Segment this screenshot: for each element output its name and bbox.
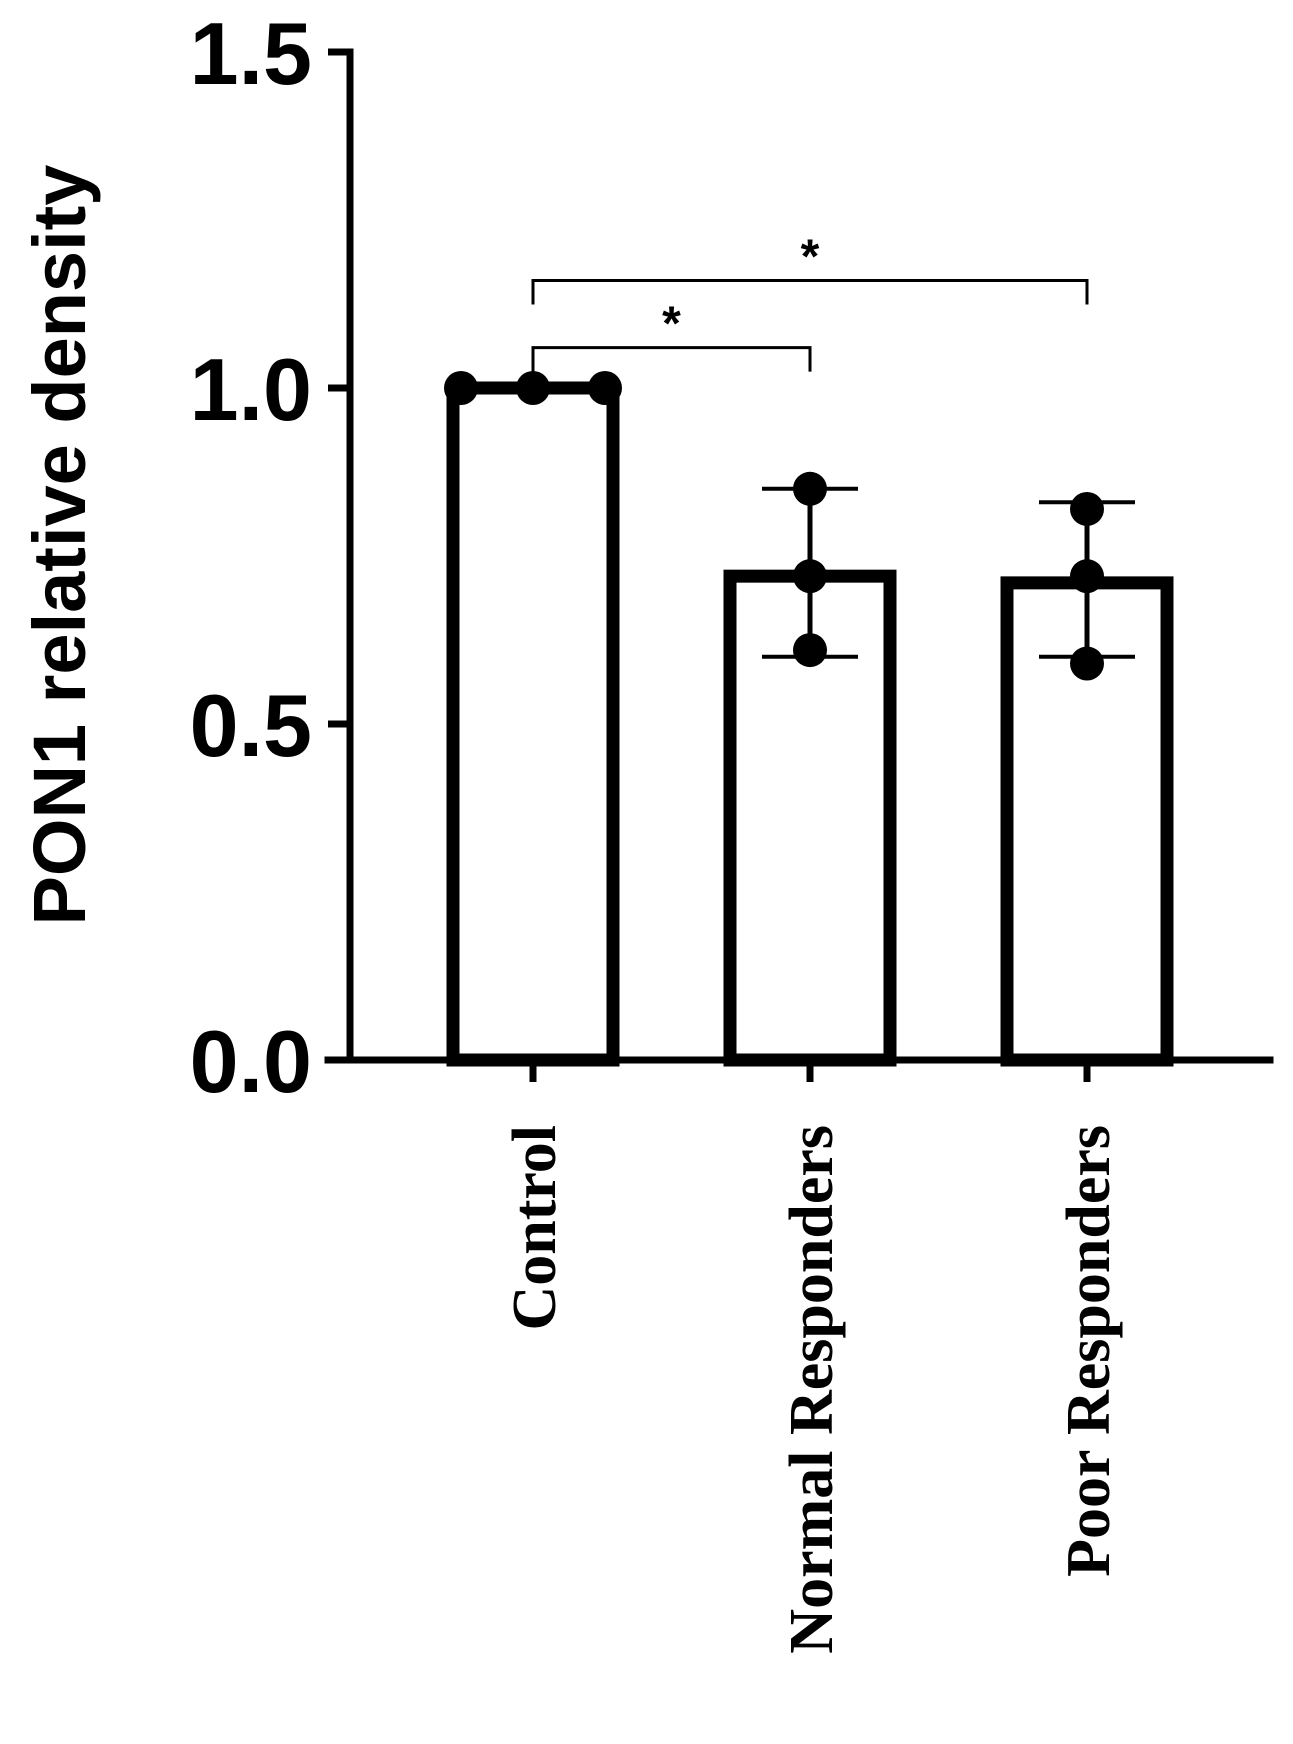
data-point xyxy=(793,559,827,594)
y-tick-label: 1.0 xyxy=(190,340,312,439)
y-tick-label: 0.5 xyxy=(190,676,312,775)
significance-bracket xyxy=(531,278,1089,305)
data-point xyxy=(516,371,550,405)
y-ticks: 0.0 0.5 1.0 1.5 xyxy=(190,4,350,1111)
data-point xyxy=(793,633,827,668)
category-label: Normal Responders xyxy=(778,1125,846,1654)
data-point xyxy=(1070,491,1104,526)
y-axis-title: PON1 relative density xyxy=(18,165,101,926)
data-point xyxy=(1070,646,1104,681)
data-point xyxy=(793,471,827,506)
data-point xyxy=(1070,559,1104,594)
significance-marker: * xyxy=(662,298,681,351)
significance-brackets: ** xyxy=(531,230,1089,372)
category-labels: Control Normal Responders Poor Responders xyxy=(501,1125,1123,1654)
data-points xyxy=(444,371,1104,681)
y-tick-label: 1.5 xyxy=(190,4,312,103)
y-tick-label: 0.0 xyxy=(190,1012,312,1111)
bars xyxy=(446,381,1174,1067)
data-point xyxy=(444,371,478,405)
data-point xyxy=(588,371,622,405)
significance-marker: * xyxy=(801,230,820,283)
category-label: Poor Responders xyxy=(1055,1125,1123,1577)
significance-bracket xyxy=(531,346,812,372)
bar-control xyxy=(446,381,620,1067)
category-label: Control xyxy=(501,1125,569,1331)
